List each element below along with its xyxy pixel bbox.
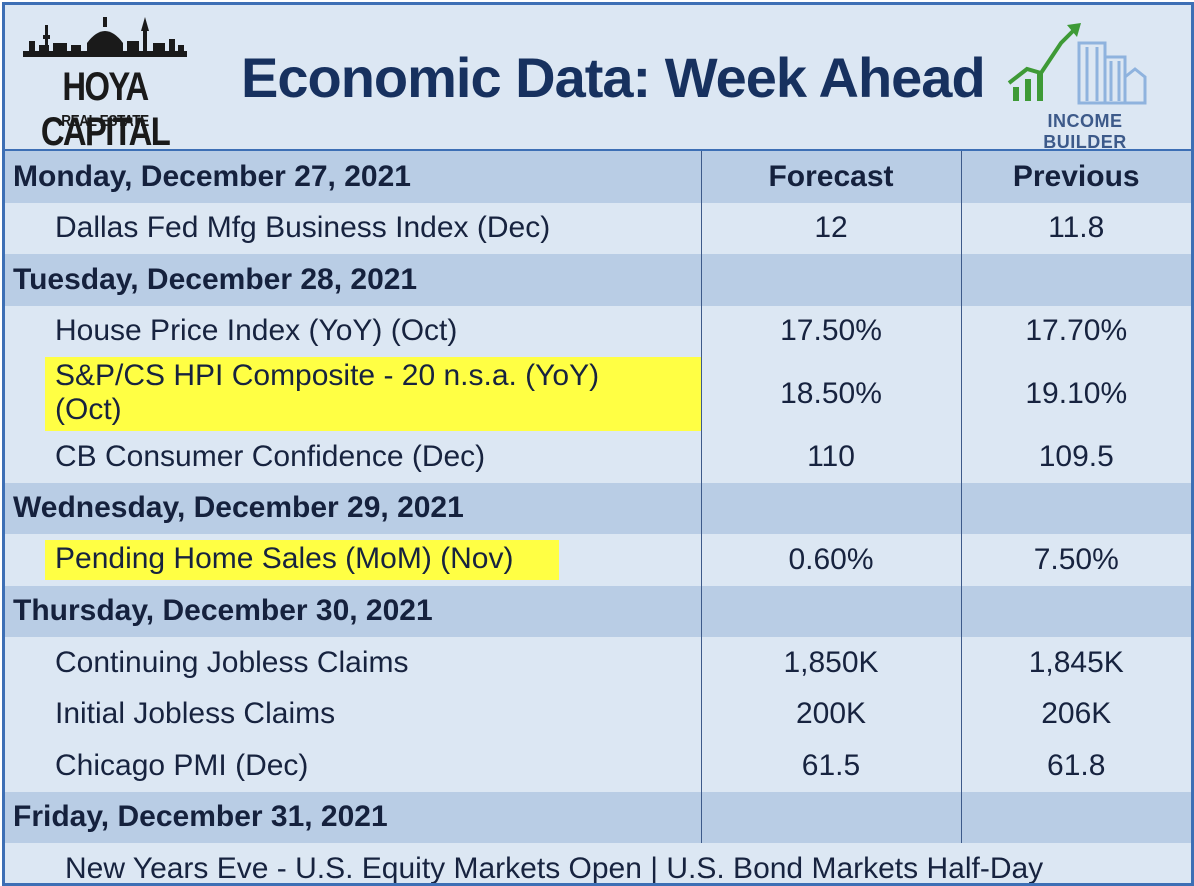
previous-value: 1,845K — [961, 637, 1191, 689]
forecast-value: 200K — [701, 688, 962, 740]
day-label: Monday, December 27, 2021 — [5, 151, 702, 203]
hoya-capital-brand: HOYA CAPITAL — [40, 65, 171, 154]
day-label: Tuesday, December 28, 2021 — [5, 254, 702, 306]
previous-value: 7.50% — [961, 534, 1191, 586]
hoya-capital-logo: HOYA CAPITAL REAL ESTATE — [19, 15, 191, 154]
day-label: Wednesday, December 29, 2021 — [5, 482, 702, 534]
previous-value: 17.70% — [961, 305, 1191, 357]
day-row-friday: Friday, December 31, 2021 — [5, 791, 1191, 843]
income-builder-logo: INCOME BUILDER — [1005, 17, 1165, 152]
table-row: Chicago PMI (Dec) 61.5 61.8 — [5, 740, 1191, 792]
indicator-name: Chicago PMI (Dec) — [5, 740, 702, 792]
day-row-wednesday: Wednesday, December 29, 2021 — [5, 482, 1191, 534]
table-row-highlighted: S&P/CS HPI Composite - 20 n.s.a. (YoY) (… — [5, 357, 1191, 431]
previous-value: 109.5 — [961, 431, 1191, 483]
previous-column-header: Previous — [961, 151, 1191, 203]
forecast-value: 12 — [701, 202, 962, 254]
indicator-name-highlighted: S&P/CS HPI Composite - 20 n.s.a. (YoY) (… — [45, 357, 701, 431]
day-row-thursday: Thursday, December 30, 2021 — [5, 585, 1191, 637]
previous-value: 61.8 — [961, 740, 1191, 792]
previous-value: 206K — [961, 688, 1191, 740]
day-row-tuesday: Tuesday, December 28, 2021 — [5, 254, 1191, 306]
economic-data-table: Monday, December 27, 2021 Forecast Previ… — [5, 151, 1191, 883]
forecast-value: 17.50% — [701, 305, 962, 357]
forecast-value: 1,850K — [701, 637, 962, 689]
day-row-monday: Monday, December 27, 2021 Forecast Previ… — [5, 151, 1191, 203]
day-label: Friday, December 31, 2021 — [5, 791, 702, 843]
table-row: Continuing Jobless Claims 1,850K 1,845K — [5, 637, 1191, 689]
forecast-column-header: Forecast — [701, 151, 962, 203]
forecast-value: 18.50% — [701, 357, 962, 431]
table-row: CB Consumer Confidence (Dec) 110 109.5 — [5, 431, 1191, 483]
forecast-value: 61.5 — [701, 740, 962, 792]
indicator-name: Initial Jobless Claims — [5, 688, 702, 740]
indicator-name-highlighted: Pending Home Sales (MoM) (Nov) — [45, 539, 560, 580]
indicator-name: Continuing Jobless Claims — [5, 637, 702, 689]
table-row-highlighted: Pending Home Sales (MoM) (Nov) 0.60% 7.5… — [5, 534, 1191, 586]
income-builder-icon — [1007, 23, 1147, 105]
indicator-name: House Price Index (YoY) (Oct) — [5, 305, 702, 357]
forecast-value: 0.60% — [701, 534, 962, 586]
forecast-value: 110 — [701, 431, 962, 483]
previous-value: 11.8 — [961, 202, 1191, 254]
indicator-name: CB Consumer Confidence (Dec) — [5, 431, 702, 483]
previous-value: 19.10% — [961, 357, 1191, 431]
real-estate-subbrand: REAL ESTATE — [61, 113, 149, 130]
page-title: Economic Data: Week Ahead — [241, 46, 986, 109]
table-row: Initial Jobless Claims 200K 206K — [5, 688, 1191, 740]
note-row: New Years Eve - U.S. Equity Markets Open… — [5, 843, 1191, 883]
skyline-icon — [23, 17, 187, 57]
header: HOYA CAPITAL REAL ESTATE Economic Data: … — [5, 5, 1191, 154]
day-label: Thursday, December 30, 2021 — [5, 585, 702, 637]
table-row: Dallas Fed Mfg Business Index (Dec) 12 1… — [5, 202, 1191, 254]
table-row: House Price Index (YoY) (Oct) 17.50% 17.… — [5, 305, 1191, 357]
income-builder-brand: INCOME BUILDER — [1043, 111, 1127, 152]
indicator-name: Dallas Fed Mfg Business Index (Dec) — [5, 202, 702, 254]
market-hours-note: New Years Eve - U.S. Equity Markets Open… — [5, 843, 1191, 883]
